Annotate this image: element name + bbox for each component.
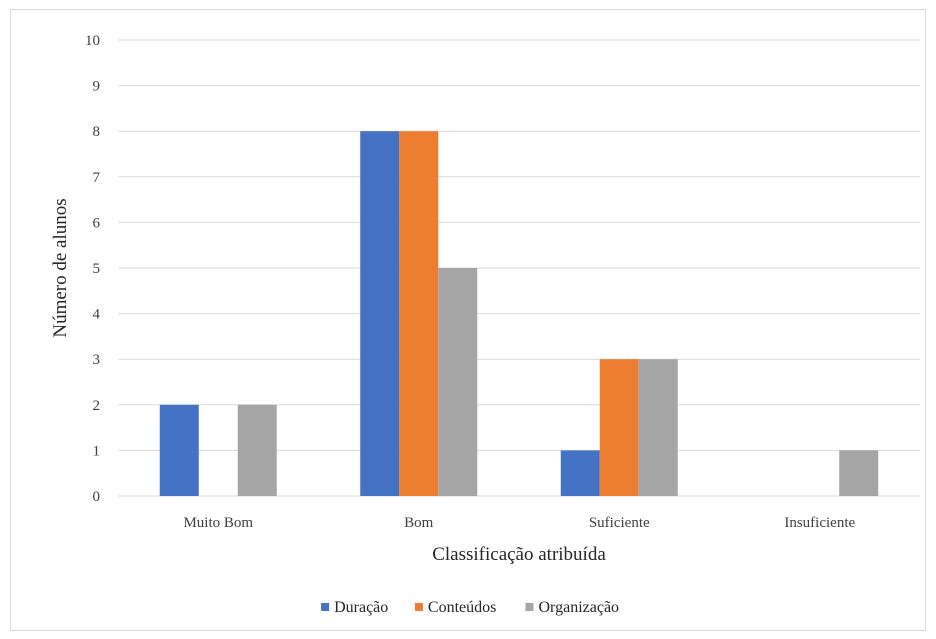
- y-tick-label: 9: [93, 79, 101, 95]
- y-tick-label: 2: [93, 398, 101, 414]
- y-tick-label: 1: [93, 443, 101, 459]
- legend-label: Organização: [539, 599, 620, 616]
- x-axis-title: Classificação atribuída: [432, 544, 606, 565]
- y-tick-label: 4: [93, 307, 101, 323]
- bar: [839, 450, 879, 496]
- bar: [560, 450, 600, 496]
- y-tick-labels: 0 1 2 3 4 5 6 7 8 9 10: [85, 33, 101, 505]
- bar: [599, 359, 639, 496]
- bar: [399, 131, 439, 496]
- y-tick-label: 10: [85, 33, 100, 49]
- legend-swatch: [414, 603, 423, 611]
- y-tick-label: 0: [93, 489, 101, 505]
- y-tick-label: 5: [93, 261, 101, 277]
- x-tick-label: Bom: [404, 515, 434, 531]
- x-tick-label: Suficiente: [589, 515, 650, 531]
- bar: [438, 268, 478, 496]
- y-axis-title: Número de alunos: [50, 198, 71, 337]
- legend: Duração Conteúdos Organização: [321, 599, 619, 616]
- x-tick-labels: Muito Bom Bom Suficiente Insuficiente: [183, 515, 855, 531]
- y-tick-label: 3: [93, 352, 101, 368]
- y-tick-label: 8: [93, 124, 101, 140]
- x-tick-label: Muito Bom: [183, 515, 253, 531]
- legend-label: Duração: [334, 599, 388, 616]
- legend-swatch: [321, 603, 330, 611]
- legend-swatch: [525, 603, 534, 611]
- y-tick-label: 7: [93, 170, 101, 186]
- y-tick-label: 6: [93, 215, 101, 231]
- legend-label: Conteúdos: [428, 599, 496, 616]
- bar: [237, 404, 277, 496]
- bars: [159, 131, 879, 496]
- bar: [638, 359, 678, 496]
- bar: [159, 404, 199, 496]
- x-tick-label: Insuficiente: [784, 515, 855, 531]
- bar: [360, 131, 400, 496]
